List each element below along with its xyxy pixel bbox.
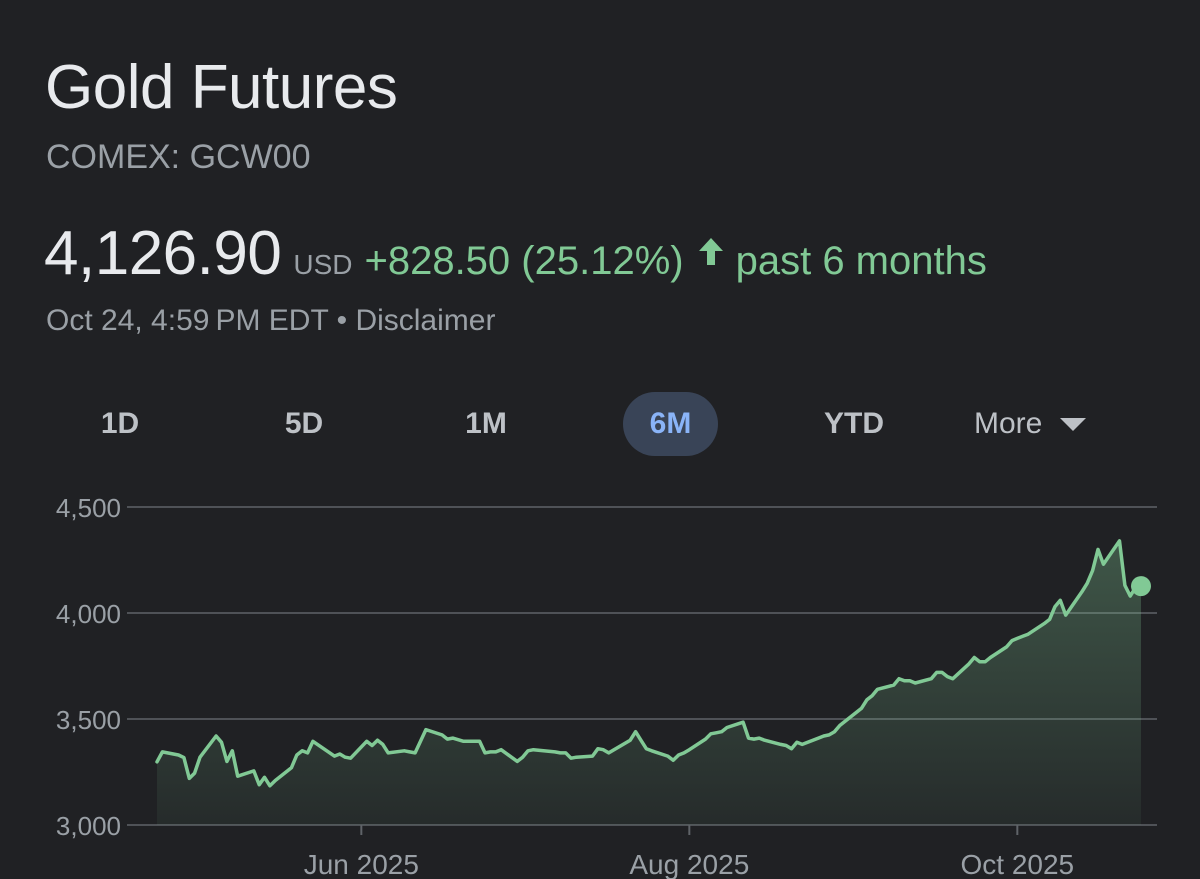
price-change: +828.50 (25.12%) [364, 239, 684, 283]
last-point-marker [1131, 576, 1151, 597]
tab-more-label: More [974, 407, 1043, 440]
arrow-up-icon [696, 236, 726, 266]
tab-ytd[interactable]: YTD [824, 407, 884, 440]
series-line [155, 539, 1143, 788]
y-tick-label: 4,500 [56, 493, 121, 523]
quote-meta: Oct 24, 4:59 PM EDT • Disclaimer [46, 304, 495, 338]
ticker-symbol: COMEX: GCW00 [46, 138, 311, 176]
y-tick-label: 3,500 [56, 705, 121, 735]
current-price: 4,126.90 [44, 219, 282, 288]
change-period: past 6 months [735, 239, 987, 283]
x-tick-label: Jun 2025 [304, 849, 419, 879]
quote-row: 4,126.90 USD +828.50 (25.12%) past 6 mon… [44, 218, 987, 288]
x-tick-label: Aug 2025 [629, 849, 749, 879]
currency-label: USD [293, 249, 353, 280]
series-area [157, 540, 1141, 825]
y-tick-label: 3,000 [56, 811, 121, 841]
disclaimer-link[interactable]: Disclaimer [355, 304, 496, 337]
quote-timestamp: Oct 24, 4:59 PM EDT [46, 304, 329, 337]
tab-more[interactable]: More [974, 392, 1114, 456]
page-title: Gold Futures [45, 53, 398, 122]
price-chart[interactable]: 3,000 3,500 4,000 4,500 Jun 2025 Aug 2025 Oct … [0, 470, 1200, 879]
tab-5d[interactable]: 5D [284, 407, 324, 440]
caret-down-icon [1060, 417, 1087, 431]
range-tabs: 1D 5D 1M 6M YTD More [70, 392, 1130, 456]
x-tick-label: Oct 2025 [961, 849, 1075, 879]
meta-separator: • [336, 304, 348, 337]
tab-6m[interactable]: 6M [623, 392, 718, 456]
tab-1m[interactable]: 1M [465, 407, 507, 440]
y-tick-label: 4,000 [56, 599, 121, 629]
tab-1d[interactable]: 1D [100, 407, 140, 440]
